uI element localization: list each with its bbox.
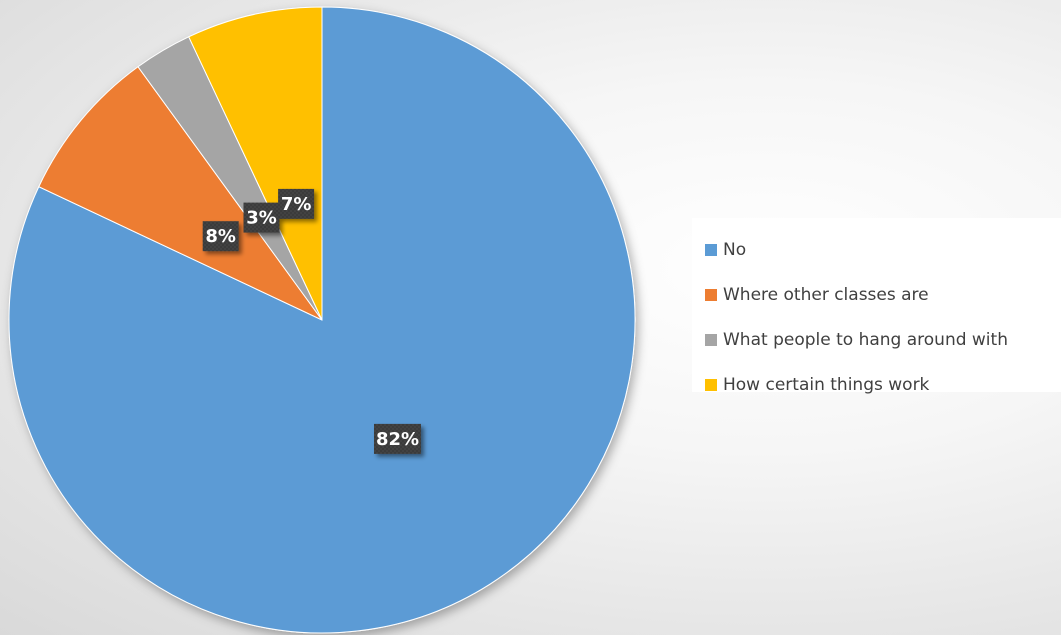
data-label-box-no [374,423,421,454]
data-label-box-how-certain-things-work [278,188,315,219]
legend-swatch-no [705,243,717,256]
legend-item-no: No [692,227,1061,272]
legend-label-what-people-to-hang-around-with: What people to hang around with [723,329,1008,350]
legend-label-how-certain-things-work: How certain things work [723,374,930,395]
pie-slice-how-certain-things-work [188,6,323,321]
data-label-box-what-people-to-hang-around-with [243,202,280,233]
data-label-where-other-classes-are: 8% [202,221,239,252]
data-labels: 82% 8% 3%7% [202,188,421,454]
legend-item-how-certain-things-work: How certain things work [692,362,1061,407]
data-label-text-where-other-classes-are: 8% [205,226,236,247]
chart-legend: No Where other classes are What people t… [692,218,1061,395]
data-label-what-people-to-hang-around-with: 3% [243,202,280,233]
legend-item-what-people-to-hang-around-with: What people to hang around with [692,317,1061,362]
pie-slice-where-other-classes-are [38,66,323,321]
data-label-text-how-certain-things-work: 7% [281,194,312,215]
pie-slices [8,6,636,634]
legend-item-where-other-classes-are: Where other classes are [692,272,1061,317]
legend-swatch-how-certain-things-work [705,378,717,391]
data-label-text-what-people-to-hang-around-with: 3% [246,208,277,229]
legend-swatch-what-people-to-hang-around-with [705,333,717,346]
legend-swatch-where-other-classes-are [705,288,717,301]
data-label-how-certain-things-work: 7% [278,188,315,219]
legend-label-where-other-classes-are: Where other classes are [723,284,929,305]
data-label-no: 82% [374,423,421,454]
data-label-text-no: 82% [376,429,419,450]
data-label-box-where-other-classes-are [202,221,239,252]
legend-label-no: No [723,239,747,260]
